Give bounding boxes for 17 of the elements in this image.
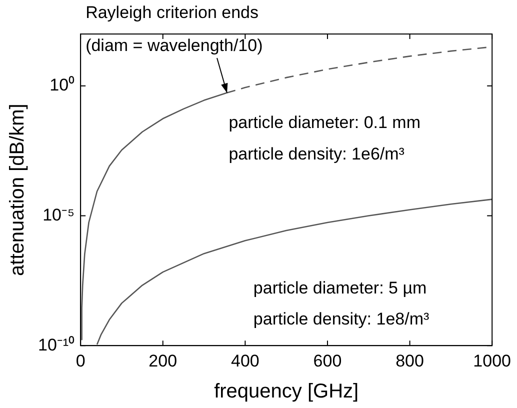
x-tick-label: 600 [313, 351, 342, 370]
y-axis-title: attenuation [dB/km] [6, 104, 29, 276]
annotation: particle diameter: 5 µm [253, 278, 427, 298]
y-tick-label: 10⁻¹⁰ [38, 335, 75, 354]
y-tick-label: 10⁰ [50, 76, 75, 95]
x-tick-label: 400 [230, 351, 260, 370]
annotation: (diam = wavelength/10) [86, 36, 263, 56]
x-axis-title: frequency [GHz] [214, 380, 359, 403]
x-tick-label: 1000 [473, 351, 512, 370]
text: Rayleigh criterion ends [86, 3, 258, 22]
x-tick-label: 200 [148, 351, 178, 370]
annotation: particle density: 1e8/m³ [253, 310, 430, 329]
annotation: particle diameter: 0.1 mm [228, 113, 421, 132]
annotation: particle density: 1e6/m³ [228, 144, 405, 164]
x-tick-label: 0 [76, 351, 86, 370]
y-tick-label: 10⁻⁵ [42, 205, 75, 224]
x-tick-label: 800 [396, 351, 424, 370]
